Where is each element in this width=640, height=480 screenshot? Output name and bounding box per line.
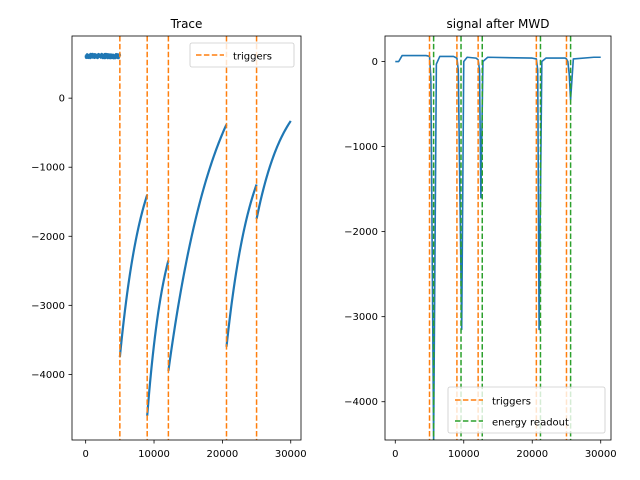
mwd-y-tick-label-4: −4000 (344, 397, 378, 408)
mwd-legend: triggers energy readout (447, 386, 606, 434)
mwd-y-tick-label-3: −3000 (344, 312, 378, 323)
mwd-legend-energy-readout-label: energy readout (492, 418, 569, 429)
trace-y-tick-label-0: 0 (59, 94, 65, 105)
trace-x-tick-label-2: 20000 (206, 449, 238, 460)
mwd-axes-frame (384, 35, 612, 441)
mwd-x-axis: 0 10000 20000 30000 (392, 440, 617, 460)
mwd-x-tick-label-3: 30000 (585, 449, 617, 460)
mwd-legend-box (447, 386, 606, 434)
trace-title: Trace (170, 17, 203, 31)
trace-series-segment-5 (255, 120, 292, 220)
trace-series-segment-3 (167, 123, 228, 372)
mwd-series-group (395, 36, 601, 440)
mwd-title: signal after MWD (447, 17, 550, 31)
trace-series-segment-2 (146, 260, 170, 416)
trace-legend-triggers-label: triggers (233, 52, 272, 63)
trace-series-segment-1 (118, 194, 149, 358)
trace-plot-area (84, 36, 292, 440)
mwd-legend-triggers-label: triggers (492, 397, 531, 408)
trace-x-tick-label-0: 0 (82, 449, 88, 460)
mwd-y-tick-label-1: −1000 (344, 142, 378, 153)
trace-panel: Trace 0 10000 20000 30000 0 −1000 −2000 −3000 −… (31, 17, 306, 460)
trace-y-tick-label-3: −3000 (31, 301, 65, 312)
trace-y-axis: 0 −1000 −2000 −3000 −4000 (31, 94, 72, 381)
mwd-y-tick-label-0: 0 (372, 57, 378, 68)
trace-series-segment-4 (225, 184, 258, 347)
trace-x-tick-label-1: 10000 (138, 449, 170, 460)
trace-legend-box (189, 42, 295, 68)
mwd-x-tick-label-1: 10000 (448, 449, 480, 460)
trace-x-tick-label-3: 30000 (275, 449, 307, 460)
mwd-plot-area (395, 36, 601, 440)
trace-y-tick-label-1: −1000 (31, 163, 65, 174)
trace-series-group (84, 36, 292, 440)
mwd-x-tick-label-0: 0 (392, 449, 398, 460)
trace-y-tick-label-4: −4000 (31, 370, 65, 381)
mwd-x-tick-label-2: 20000 (516, 449, 548, 460)
mwd-y-axis: 0 −1000 −2000 −3000 −4000 (344, 57, 385, 408)
trace-y-tick-label-2: −2000 (31, 232, 65, 243)
mwd-y-tick-label-2: −2000 (344, 227, 378, 238)
trace-legend: triggers (189, 42, 295, 68)
trace-axes-frame (71, 35, 302, 441)
trace-x-axis: 0 10000 20000 30000 (82, 440, 307, 460)
mwd-panel: signal after MWD 0 10000 20000 30000 0 −1000… (344, 17, 616, 460)
trace-series-segment-0 (84, 52, 122, 60)
